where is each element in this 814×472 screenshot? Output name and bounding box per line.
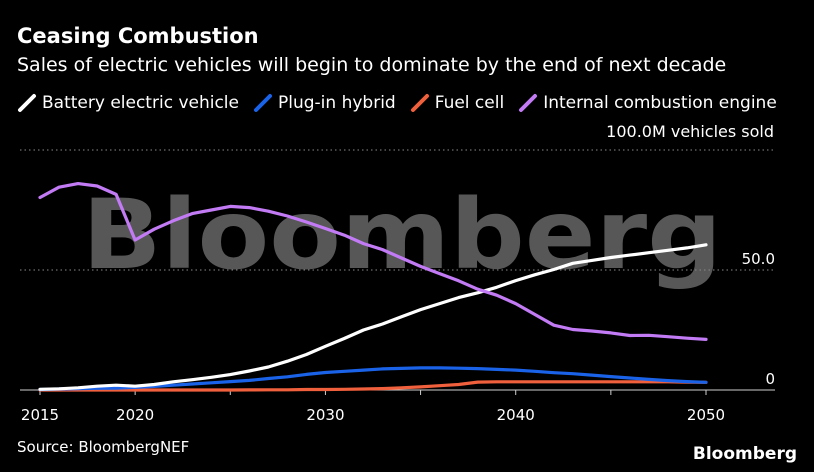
bloomberg-logo: Bloomberg bbox=[692, 444, 797, 464]
legend-label-plug-in-hybrid: Plug-in hybrid bbox=[278, 93, 396, 113]
y-axis-ticks: 050.0 bbox=[742, 250, 775, 388]
y-axis-unit-label: 100.0M vehicles sold bbox=[606, 122, 774, 141]
chart-subtitle: Sales of electric vehicles will begin to… bbox=[17, 54, 727, 76]
series-line-plug-in-hybrid bbox=[38, 366, 708, 392]
chart-legend: Battery electric vehicle Plug-in hybrid … bbox=[17, 93, 791, 113]
series-line-battery-electric-vehicle bbox=[38, 243, 708, 391]
legend-swatch-plug-in-hybrid bbox=[253, 93, 273, 113]
series-line-internal-combustion-engine bbox=[38, 182, 708, 341]
legend-item-internal-combustion: Internal combustion engine bbox=[518, 93, 777, 113]
chart-series bbox=[38, 182, 708, 392]
chart-title: Ceasing Combustion bbox=[17, 24, 259, 48]
source-note: Source: BloombergNEF bbox=[17, 438, 190, 456]
legend-label-internal-combustion: Internal combustion engine bbox=[543, 93, 777, 113]
legend-item-fuel-cell: Fuel cell bbox=[410, 93, 504, 113]
legend-swatch-fuel-cell bbox=[410, 93, 430, 113]
x-axis: 2015 2020 2030 2040 2050 bbox=[20, 389, 775, 424]
x-tick-label-2050: 2050 bbox=[687, 406, 725, 424]
y-tick-label-0: 0 bbox=[765, 370, 775, 388]
series-line-fuel-cell bbox=[38, 380, 708, 392]
legend-item-battery-electric: Battery electric vehicle bbox=[17, 93, 239, 113]
x-tick-label-2030: 2030 bbox=[306, 406, 344, 424]
legend-item-plug-in-hybrid: Plug-in hybrid bbox=[253, 93, 396, 113]
legend-swatch-battery-electric bbox=[17, 93, 37, 113]
x-tick-label-2015: 2015 bbox=[21, 406, 59, 424]
x-tick-label-2040: 2040 bbox=[497, 406, 535, 424]
y-tick-label-50: 50.0 bbox=[742, 250, 775, 268]
x-tick-label-2020: 2020 bbox=[116, 406, 154, 424]
bloomberg-watermark: Bloomberg bbox=[82, 179, 722, 291]
legend-label-fuel-cell: Fuel cell bbox=[434, 93, 505, 113]
legend-swatch-internal-combustion bbox=[518, 93, 538, 113]
legend-label-battery-electric: Battery electric vehicle bbox=[42, 93, 239, 113]
